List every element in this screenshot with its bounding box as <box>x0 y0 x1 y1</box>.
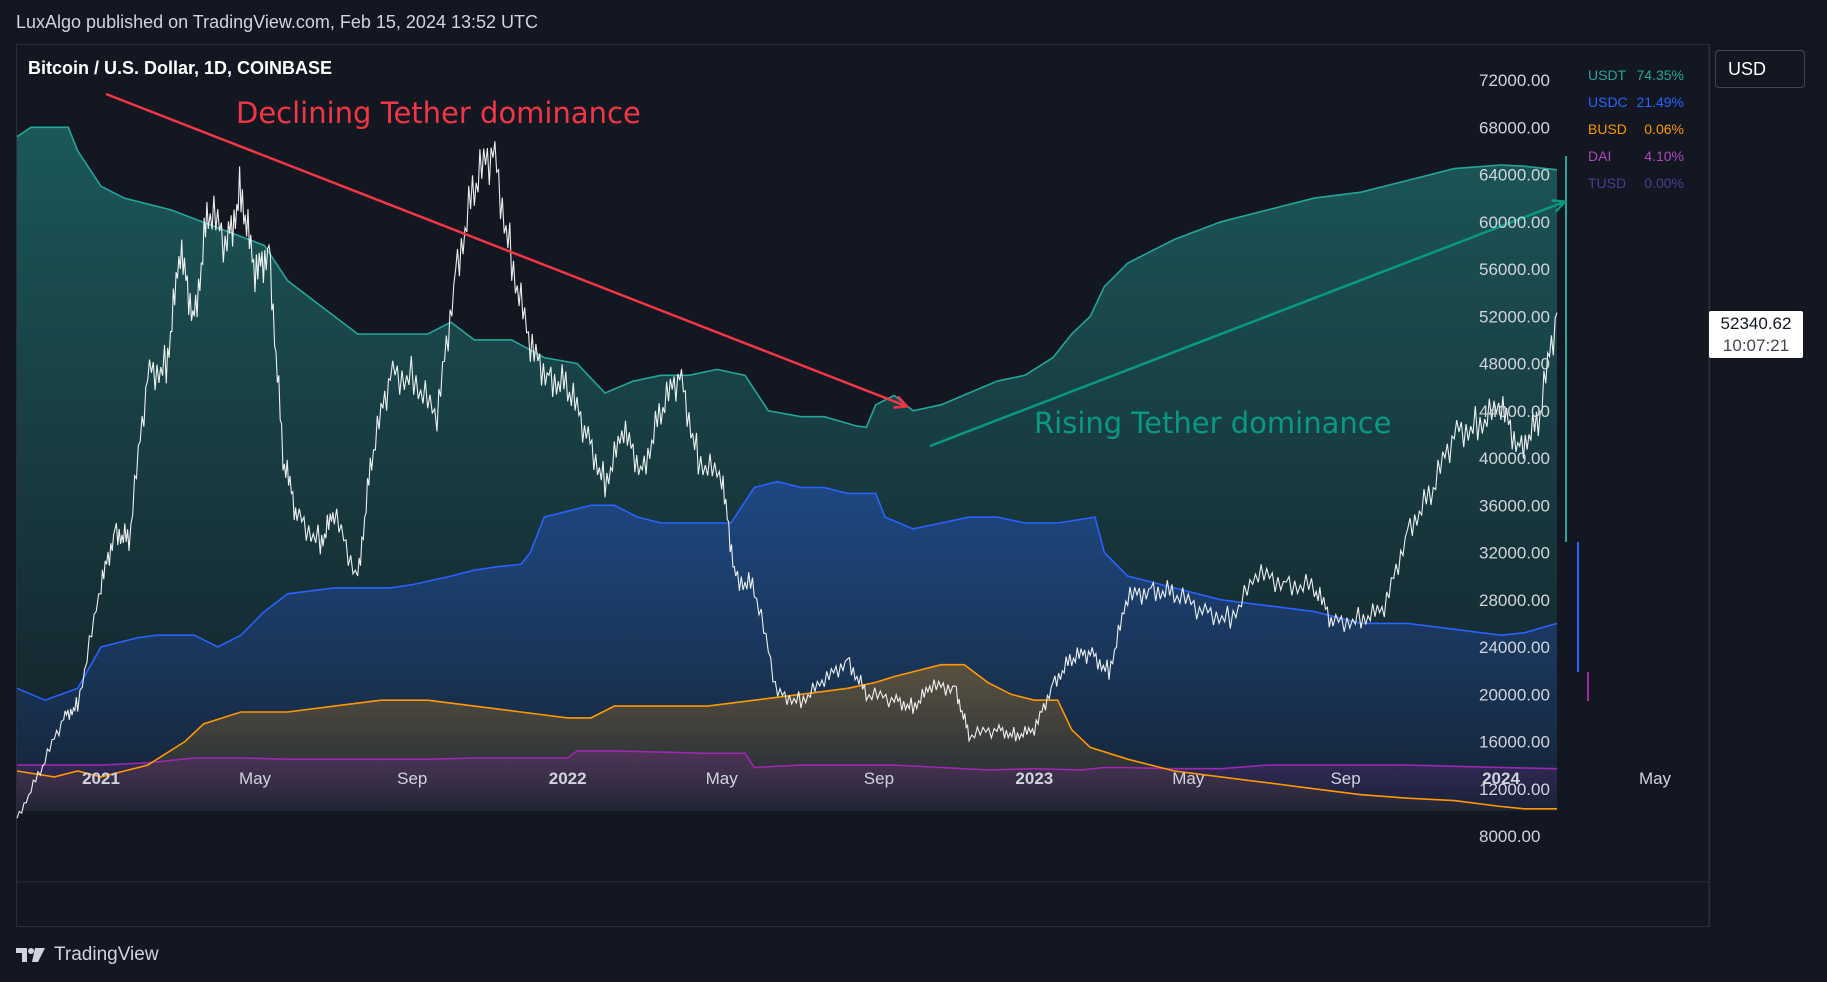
legend-item-busd: BUSD 0.06% <box>1588 116 1684 143</box>
y-tick-label: 72000.00 <box>1479 71 1550 90</box>
y-tick-label: 40000.00 <box>1479 449 1550 468</box>
x-tick-label: 2024 <box>1482 769 1520 788</box>
time-axis[interactable]: 2021 May Sep 2022 May Sep 2023 May Sep 2024 May <box>82 769 1671 788</box>
x-tick-label: Sep <box>1330 769 1360 788</box>
y-tick-label: 48000.00 <box>1479 355 1550 374</box>
declining-arrow <box>105 92 906 406</box>
price-axis[interactable]: 72000.00 68000.00 64000.00 60000.00 56000.00… <box>1479 71 1550 846</box>
legend-name: TUSD <box>1588 175 1627 191</box>
y-tick-label: 44000.00 <box>1479 402 1550 421</box>
footer-brand[interactable]: TradingView <box>16 944 159 966</box>
btc-price-line <box>16 141 1558 819</box>
legend-item-tusd: TUSD 0.00% <box>1588 170 1684 197</box>
dominance-legend: USDT 74.35% USDC 21.49% BUSD 0.06% DAI 4.10% TUS… <box>1588 62 1684 197</box>
symbol-title[interactable]: Bitcoin / U.S. Dollar, 1D, COINBASE <box>28 58 333 78</box>
x-tick-label: May <box>239 769 272 788</box>
area-dai <box>17 750 1557 811</box>
line-usdt <box>16 126 1558 429</box>
currency-selector[interactable]: USD <box>1715 50 1805 88</box>
x-tick-label: May <box>1172 769 1205 788</box>
legend-name: DAI <box>1588 148 1612 164</box>
rising-annotation: Rising Tether dominance <box>1034 406 1392 440</box>
bar-countdown: 10:07:21 <box>1722 336 1790 355</box>
y-tick-label: 56000.00 <box>1479 260 1550 279</box>
x-tick-label: Sep <box>397 769 427 788</box>
price-series <box>16 141 1558 819</box>
y-tick-label: 8000.00 <box>1479 827 1540 846</box>
legend-value: 21.49% <box>1636 94 1684 110</box>
x-tick-label: 2022 <box>549 769 587 788</box>
footer-brand-label: TradingView <box>54 944 159 965</box>
last-price-label: 52340.62 10:07:21 <box>1709 311 1803 358</box>
line-usdc <box>16 480 1558 702</box>
line-dai <box>17 750 1558 771</box>
legend-value: 0.00% <box>1644 175 1684 191</box>
y-tick-label: 68000.00 <box>1479 118 1550 137</box>
legend-name: USDC <box>1588 94 1628 110</box>
y-tick-label: 32000.00 <box>1479 544 1550 563</box>
x-tick-label: 2023 <box>1015 769 1053 788</box>
legend-item-usdc: USDC 21.49% <box>1588 89 1684 116</box>
y-tick-label: 28000.00 <box>1479 591 1550 610</box>
y-tick-label: 52000.00 <box>1479 307 1550 326</box>
x-tick-label: May <box>1639 769 1672 788</box>
dominance-areas <box>17 127 1557 811</box>
rising-arrow <box>929 202 1564 448</box>
legend-item-usdt: USDT 74.35% <box>1588 62 1684 89</box>
y-tick-label: 64000.00 <box>1479 166 1550 185</box>
tradingview-logo-icon <box>16 948 45 962</box>
x-tick-label: 2021 <box>82 769 120 788</box>
legend-name: USDT <box>1588 67 1627 83</box>
y-tick-label: 12000.00 <box>1479 780 1550 799</box>
y-tick-label: 20000.00 <box>1479 685 1550 704</box>
legend-item-dai: DAI 4.10% <box>1588 143 1684 170</box>
x-tick-label: Sep <box>864 769 894 788</box>
publisher-attribution: LuxAlgo published on TradingView.com, Fe… <box>16 12 538 32</box>
y-tick-label: 60000.00 <box>1479 213 1550 232</box>
legend-value: 74.35% <box>1636 67 1684 83</box>
legend-value: 4.10% <box>1644 148 1684 164</box>
y-tick-label: 24000.00 <box>1479 638 1550 657</box>
declining-annotation: Declining Tether dominance <box>236 96 641 130</box>
legend-name: BUSD <box>1588 121 1627 137</box>
y-tick-label: 36000.00 <box>1479 496 1550 515</box>
chart-svg[interactable]: Declining Tether dominance Rising Tether… <box>16 44 1710 927</box>
x-tick-label: May <box>706 769 739 788</box>
last-price-value: 52340.62 <box>1720 314 1792 333</box>
y-tick-label: 16000.00 <box>1479 733 1550 752</box>
legend-value: 0.06% <box>1644 121 1684 137</box>
